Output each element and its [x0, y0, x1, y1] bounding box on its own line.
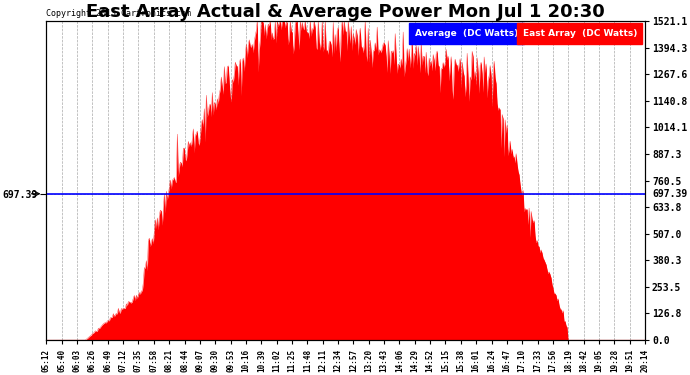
Title: East Array Actual & Average Power Mon Jul 1 20:30: East Array Actual & Average Power Mon Ju…	[86, 3, 605, 21]
Text: 697.39: 697.39	[652, 189, 687, 199]
Text: Copyright 2013 Cartronics.com: Copyright 2013 Cartronics.com	[46, 9, 191, 18]
Legend: Average  (DC Watts), East Array  (DC Watts): Average (DC Watts), East Array (DC Watts…	[411, 26, 640, 42]
